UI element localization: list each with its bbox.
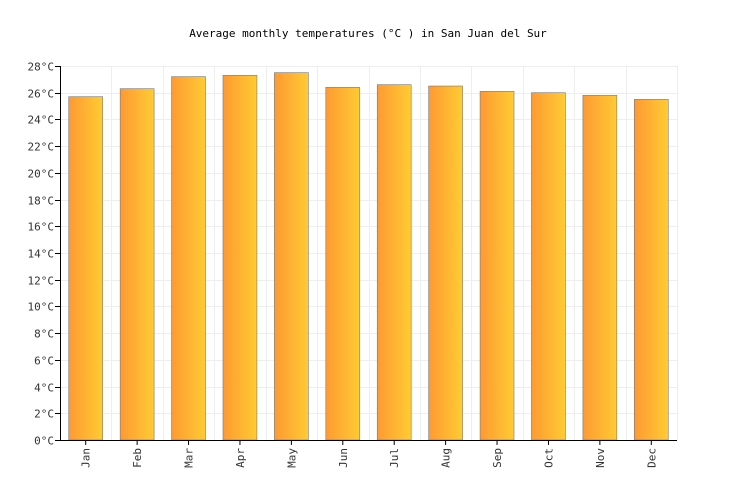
bar-oct bbox=[531, 92, 566, 441]
grid-lines bbox=[60, 66, 678, 441]
y-tick-label: 26°C bbox=[28, 88, 55, 101]
bar-nov bbox=[582, 95, 618, 441]
y-tick-label: 12°C bbox=[28, 275, 55, 288]
x-tick-label: Oct bbox=[542, 448, 555, 468]
bar-mar bbox=[171, 76, 206, 441]
bar-aug bbox=[428, 85, 463, 441]
y-tick-label: 22°C bbox=[28, 141, 55, 154]
bar-jun bbox=[325, 87, 361, 441]
x-tick-label: Dec bbox=[645, 448, 658, 468]
y-tick-label: 10°C bbox=[28, 301, 55, 314]
x-tick-label: Apr bbox=[234, 448, 247, 468]
x-tick-label: Jun bbox=[337, 448, 350, 468]
y-axis-ticks: 0°C 2°C 4°C 6°C 8°C 10°C 12°C 14°C 16°C 18°C 20°C 2… bbox=[28, 61, 60, 448]
x-tick-label: Jan bbox=[80, 448, 93, 468]
y-tick-label: 18°C bbox=[28, 195, 55, 208]
y-tick-label: 6°C bbox=[34, 355, 54, 368]
bar-jul bbox=[376, 84, 412, 441]
bar-feb bbox=[119, 88, 155, 441]
x-tick-label: May bbox=[285, 448, 298, 468]
x-tick-label: Jul bbox=[388, 448, 401, 468]
x-tick-label: Aug bbox=[440, 448, 453, 468]
y-tick-label: 28°C bbox=[28, 61, 55, 74]
bar-apr bbox=[222, 75, 258, 441]
bar-dec bbox=[634, 99, 669, 441]
axes bbox=[60, 66, 677, 441]
bars bbox=[68, 72, 669, 441]
y-tick-label: 20°C bbox=[28, 168, 55, 181]
y-tick-label: 8°C bbox=[34, 328, 54, 341]
x-axis-ticks: Jan Feb Mar Apr May Jun Jul Aug Sep Oct Nov Dec bbox=[80, 440, 658, 468]
x-tick-label: Mar bbox=[183, 448, 196, 468]
x-tick-label: Feb bbox=[131, 448, 144, 468]
bar-jan bbox=[68, 96, 103, 441]
y-tick-label: 2°C bbox=[34, 408, 54, 421]
y-tick-label: 14°C bbox=[28, 248, 55, 261]
chart-title: Average monthly temperatures (°C ) in Sa… bbox=[189, 27, 547, 40]
y-tick-label: 24°C bbox=[28, 114, 55, 127]
bar-sep bbox=[479, 91, 515, 441]
x-tick-label: Nov bbox=[594, 448, 607, 468]
y-tick-label: 4°C bbox=[34, 382, 54, 395]
x-tick-label: Sep bbox=[491, 448, 504, 468]
bar-may bbox=[274, 72, 309, 441]
y-tick-label: 0°C bbox=[34, 435, 54, 448]
y-tick-label: 16°C bbox=[28, 221, 55, 234]
